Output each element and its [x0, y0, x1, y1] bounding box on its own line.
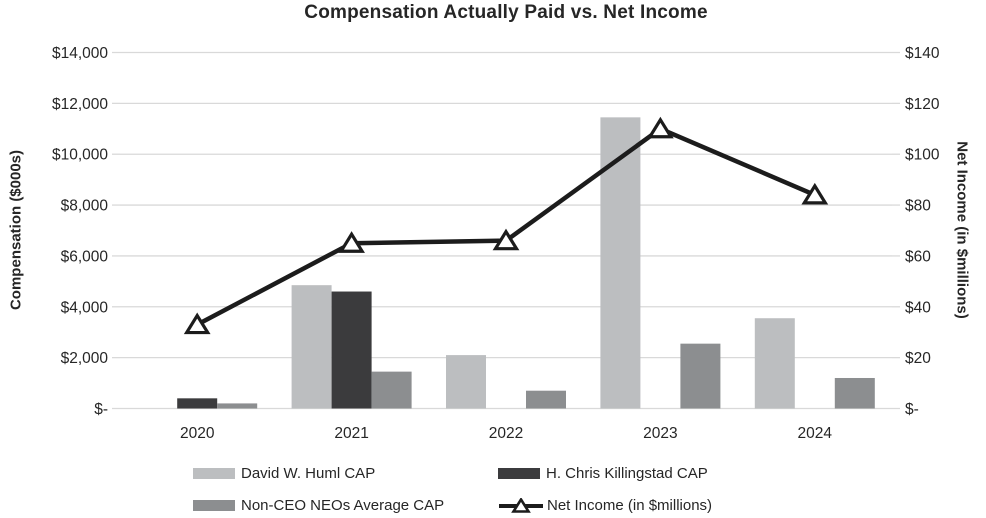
right-axis-tick-label: $80	[905, 198, 931, 215]
bar-non-ceo-neos-average-cap-2020	[217, 403, 258, 409]
bar-h-chris-killingstad-cap-2021	[331, 291, 372, 409]
bar-non-ceo-neos-average-cap-2023	[680, 343, 721, 409]
chart-title: Compensation Actually Paid vs. Net Incom…	[304, 2, 708, 23]
net-income-line	[196, 126, 816, 327]
left-axis-tick-label: $4,000	[61, 299, 109, 316]
left-axis-tick-label: $6,000	[61, 248, 109, 265]
right-axis-tick-label: $140	[905, 45, 940, 62]
right-axis-tick-label: $40	[905, 299, 931, 316]
right-axis-title: Net Income (in $millions)	[953, 141, 971, 319]
x-axis-label: 2021	[334, 425, 368, 442]
net-income-marker-2022	[492, 228, 520, 251]
left-axis-tick-label: $2,000	[61, 350, 109, 367]
net-income-marker-2023	[647, 116, 674, 139]
bar-non-ceo-neos-average-cap-2022	[526, 390, 566, 409]
right-axis-tick-label: $60	[905, 248, 931, 265]
left-axis-tick-label: $8,000	[61, 198, 109, 215]
left-axis-tick-label: $14,000	[52, 45, 108, 62]
left-axis-tick-label: $12,000	[52, 96, 108, 113]
net-income-marker-2021	[338, 231, 365, 253]
right-axis-tick-label: $100	[905, 147, 940, 164]
bar-h-chris-killingstad-cap-2020	[177, 398, 218, 409]
x-axis-label: 2023	[643, 425, 677, 442]
bar-non-ceo-neos-average-cap-2021	[371, 371, 412, 409]
right-axis-tick-label: $-	[905, 401, 919, 418]
bar-david-w-huml-cap-2024	[754, 318, 795, 409]
x-axis-label: 2020	[180, 425, 215, 442]
left-axis-title: Compensation ($000s)	[7, 149, 25, 311]
left-axis-tick-label: $10,000	[52, 147, 108, 164]
bar-david-w-huml-cap-2023	[600, 117, 641, 409]
net-income-marker-2020	[183, 312, 211, 335]
right-axis-tick-label: $120	[905, 96, 940, 113]
bar-non-ceo-neos-average-cap-2024	[834, 377, 875, 409]
bar-david-w-huml-cap-2022	[446, 355, 486, 409]
left-axis-tick-label: $-	[94, 401, 108, 418]
x-axis-label: 2024	[798, 425, 833, 442]
bar-david-w-huml-cap-2021	[291, 285, 332, 409]
right-axis-tick-label: $20	[905, 350, 931, 367]
x-axis-label: 2022	[489, 425, 523, 442]
net-income-marker-2024	[801, 182, 829, 205]
